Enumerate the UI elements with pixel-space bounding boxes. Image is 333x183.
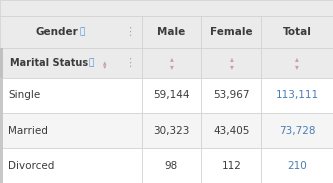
Bar [261, 113, 333, 148]
Bar [261, 48, 333, 78]
Text: ⓘ: ⓘ [88, 58, 94, 67]
Text: 43,405: 43,405 [213, 126, 250, 136]
Bar [201, 113, 261, 148]
Bar [0, 16, 142, 48]
Text: ▴: ▴ [169, 55, 173, 64]
Text: 98: 98 [165, 161, 178, 171]
Bar [201, 78, 261, 113]
Bar [142, 113, 201, 148]
Text: Gender: Gender [36, 27, 78, 37]
Text: ⓘ: ⓘ [80, 27, 85, 36]
Bar [142, 16, 201, 48]
Text: Female: Female [210, 27, 253, 37]
Text: 59,144: 59,144 [153, 90, 190, 100]
Text: Married: Married [8, 126, 48, 136]
Text: ▾: ▾ [229, 62, 233, 71]
Bar [142, 48, 201, 78]
Text: ▴: ▴ [295, 55, 299, 64]
Bar [201, 16, 261, 48]
Bar [0, 48, 3, 78]
Text: ▾: ▾ [169, 62, 173, 71]
Bar [0, 148, 3, 183]
Text: 112: 112 [221, 161, 241, 171]
Bar [0, 48, 142, 78]
Text: Single: Single [8, 90, 41, 100]
Bar [261, 16, 333, 48]
Text: ⋮: ⋮ [124, 58, 136, 68]
Text: 113,111: 113,111 [276, 90, 319, 100]
Bar [0, 0, 333, 16]
Text: Divorced: Divorced [8, 161, 55, 171]
Text: ▴: ▴ [229, 55, 233, 64]
Bar [142, 78, 201, 113]
Text: Male: Male [158, 27, 185, 37]
Text: 30,323: 30,323 [153, 126, 190, 136]
Text: Total: Total [283, 27, 312, 37]
Bar [0, 78, 142, 113]
Text: ▾: ▾ [295, 62, 299, 71]
Bar [201, 148, 261, 183]
Text: ▾: ▾ [103, 64, 107, 70]
Text: 53,967: 53,967 [213, 90, 250, 100]
Text: Marital Status: Marital Status [10, 58, 88, 68]
Bar [261, 78, 333, 113]
Bar [0, 148, 142, 183]
Text: 73,728: 73,728 [279, 126, 315, 136]
Bar [0, 113, 3, 148]
Bar [142, 148, 201, 183]
Text: 210: 210 [287, 161, 307, 171]
Text: ⋮: ⋮ [124, 27, 136, 37]
Bar [0, 113, 142, 148]
Bar [0, 78, 3, 113]
Bar [201, 48, 261, 78]
Bar [261, 148, 333, 183]
Text: ▴: ▴ [103, 60, 107, 66]
